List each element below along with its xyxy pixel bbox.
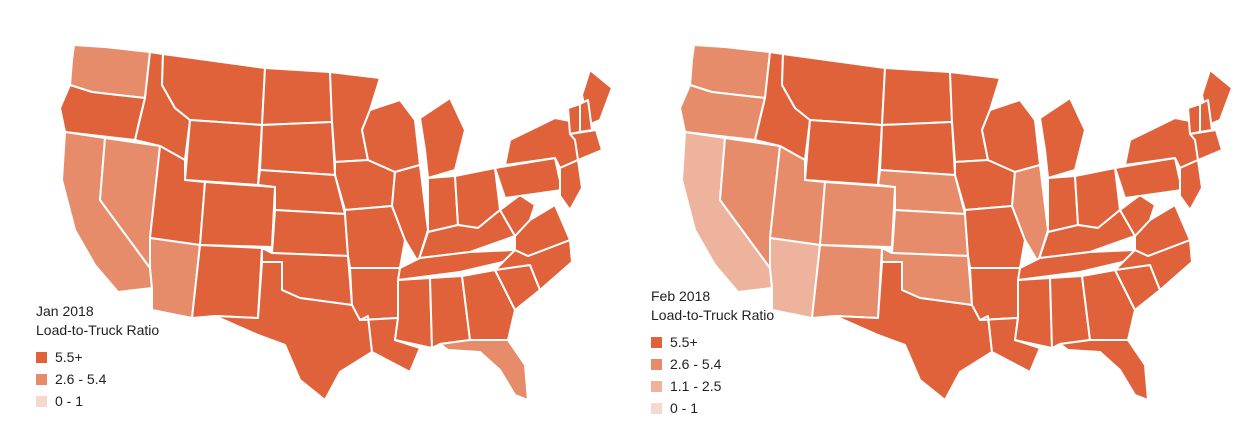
legend-feb: Feb 2018 Load-to-Truck Ratio 5.5+ 2.6 - 5… xyxy=(651,287,774,418)
state-wi xyxy=(361,99,421,173)
state-nc xyxy=(1114,239,1193,291)
legend-item: 2.6 - 5.4 xyxy=(651,355,774,374)
state-ar xyxy=(349,267,401,321)
state-co xyxy=(819,181,896,248)
state-mi xyxy=(419,97,466,179)
legend-label: 5.5+ xyxy=(670,334,698,350)
state-ne-coast xyxy=(1189,129,1223,161)
state-tx xyxy=(834,261,993,401)
state-ks xyxy=(271,209,349,257)
legend-item: 0 - 1 xyxy=(36,392,159,411)
legend-swatch xyxy=(36,396,47,407)
state-ny xyxy=(1124,117,1199,169)
state-vt xyxy=(567,103,581,135)
legend-jan: Jan 2018 Load-to-Truck Ratio 5.5+ 2.6 - 5… xyxy=(36,302,159,411)
legend-swatch xyxy=(651,381,662,392)
state-ms xyxy=(1014,277,1053,349)
state-ne-coast xyxy=(569,129,603,161)
legend-label: 2.6 - 5.4 xyxy=(670,356,722,372)
legend-swatch xyxy=(651,403,662,414)
state-in xyxy=(427,175,459,233)
state-mi xyxy=(1039,97,1086,179)
legend-item: 1.1 - 2.5 xyxy=(651,377,774,396)
legend-item: 5.5+ xyxy=(36,348,159,367)
us-choropleth-jan xyxy=(59,44,613,401)
state-wy xyxy=(184,119,263,186)
state-in xyxy=(1047,175,1079,233)
legend-title-metric: Load-to-Truck Ratio xyxy=(36,322,160,338)
map-panel-jan: Jan 2018 Load-to-Truck Ratio 5.5+ 2.6 - 5… xyxy=(36,44,613,411)
legend-title-metric: Load-to-Truck Ratio xyxy=(651,307,775,323)
legend-item: 0 - 1 xyxy=(651,399,774,418)
state-ms xyxy=(394,277,433,349)
state-co xyxy=(199,181,276,248)
legend-label: 0 - 1 xyxy=(55,393,84,409)
state-ar xyxy=(969,267,1021,321)
state-ny xyxy=(504,117,579,169)
legend-swatch xyxy=(651,359,662,370)
legend-title-month: Feb 2018 xyxy=(651,288,711,304)
state-ga xyxy=(1081,269,1136,341)
state-wv xyxy=(1119,194,1156,237)
legend-item: 5.5+ xyxy=(651,333,774,352)
state-nm xyxy=(811,244,883,319)
legend-label: 1.1 - 2.5 xyxy=(670,378,722,394)
state-nc xyxy=(494,239,573,291)
state-ga xyxy=(461,269,516,341)
state-wi xyxy=(981,99,1041,173)
legend-item: 2.6 - 5.4 xyxy=(36,370,159,389)
legend-label: 5.5+ xyxy=(55,349,83,365)
us-choropleth-feb xyxy=(679,44,1233,401)
legend-label: 0 - 1 xyxy=(670,400,699,416)
state-nd xyxy=(261,67,333,126)
state-fl xyxy=(439,339,529,401)
legend-swatch xyxy=(36,352,47,363)
state-vt xyxy=(1187,103,1201,135)
state-wy xyxy=(804,119,883,186)
legend-swatch xyxy=(36,374,47,385)
state-nd xyxy=(881,67,953,126)
state-tx xyxy=(214,261,373,401)
legend-title-month: Jan 2018 xyxy=(36,303,94,319)
map-panel-feb: Feb 2018 Load-to-Truck Ratio 5.5+ 2.6 - 5… xyxy=(620,0,1238,446)
state-wv xyxy=(499,194,536,237)
state-nm xyxy=(191,244,263,319)
state-fl xyxy=(1059,339,1149,401)
state-mid xyxy=(559,159,583,211)
legend-swatch xyxy=(651,337,662,348)
state-mid xyxy=(1179,159,1203,211)
state-ks xyxy=(891,209,969,257)
state-sd xyxy=(879,121,956,176)
state-sd xyxy=(259,121,336,176)
legend-label: 2.6 - 5.4 xyxy=(55,371,107,387)
